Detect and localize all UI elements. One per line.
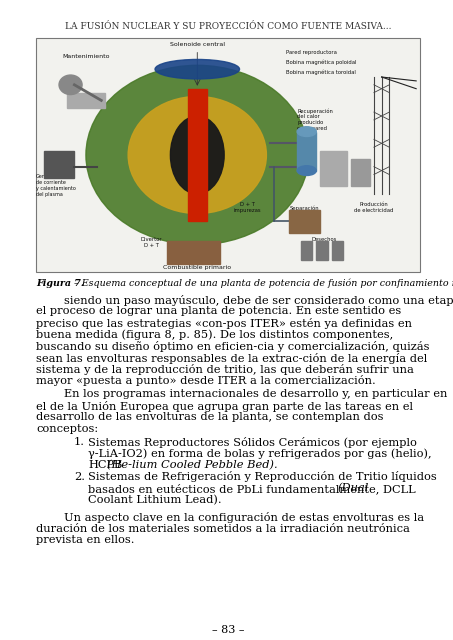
Text: Desechos: Desechos <box>311 237 337 242</box>
Text: Combustible primario: Combustible primario <box>163 265 231 270</box>
Text: Generación
de corriente
y calentamiento
del plasma: Generación de corriente y calentamiento … <box>36 175 76 197</box>
Text: prevista en ellos.: prevista en ellos. <box>36 535 135 545</box>
Bar <box>36 38 420 272</box>
Ellipse shape <box>297 166 316 175</box>
Text: mayor «puesta a punto» desde ITER a la comercialización.: mayor «puesta a punto» desde ITER a la c… <box>36 376 376 387</box>
Text: 1.: 1. <box>74 437 85 447</box>
Text: (Dual: (Dual <box>337 483 369 493</box>
Bar <box>301 241 313 260</box>
Ellipse shape <box>170 116 224 194</box>
Text: sistema y de la reproducción de tritio, las que deberán sufrir una: sistema y de la reproducción de tritio, … <box>36 364 414 375</box>
Text: (He-lium Cooled Pebble Bed).: (He-lium Cooled Pebble Bed). <box>107 460 278 470</box>
Bar <box>43 151 74 179</box>
Text: Un aspecto clave en la configuración de estas envolturas es la: Un aspecto clave en la configuración de … <box>64 512 424 523</box>
Text: Separación
istopóica: Separación istopóica <box>289 205 319 218</box>
Bar <box>67 93 105 108</box>
Bar <box>316 241 328 260</box>
Text: preciso que las estrategias «con-pos ITER» estén ya definidas en: preciso que las estrategias «con-pos ITE… <box>36 318 412 329</box>
Bar <box>167 241 220 264</box>
Bar <box>332 241 343 260</box>
Text: Bobina magnética poloidal: Bobina magnética poloidal <box>285 60 356 65</box>
Ellipse shape <box>297 127 316 136</box>
Text: γ-LiA-IO2) en forma de bolas y refrigerados por gas (helio),: γ-LiA-IO2) en forma de bolas y refrigera… <box>88 449 432 459</box>
Text: D + T
impurezas: D + T impurezas <box>233 202 261 212</box>
Text: Recuperación
del calor
producido
en la pared: Recuperación del calor producido en la p… <box>297 108 333 131</box>
Text: En los programas internacionales de desarrollo y, en particular en: En los programas internacionales de desa… <box>64 389 448 399</box>
Text: desarrollo de las envolturas de la planta, se contemplan dos: desarrollo de las envolturas de la plant… <box>36 412 384 422</box>
Text: sean las envolturas responsables de la extrac-ción de la energía del: sean las envolturas responsables de la e… <box>36 353 427 364</box>
Text: – 83 –: – 83 – <box>212 625 244 635</box>
Text: Divertor
D + T: Divertor D + T <box>140 237 162 248</box>
Text: Sistemas Reproductores Sólidos Cerámicos (por ejemplo: Sistemas Reproductores Sólidos Cerámicos… <box>88 437 417 448</box>
Text: Mantenimiento: Mantenimiento <box>62 54 110 59</box>
Bar <box>297 132 316 171</box>
Text: Sistemas de Refrigeración y Reproducción de Tritio líquidos: Sistemas de Refrigeración y Reproducción… <box>88 472 437 483</box>
Bar <box>188 89 207 221</box>
Text: el proceso de lograr una planta de potencia. En este sentido es: el proceso de lograr una planta de poten… <box>36 307 401 317</box>
Text: – Esquema conceptual de una planta de potencia de fusión por confinamiento magné: – Esquema conceptual de una planta de po… <box>74 279 453 289</box>
Text: LA FUSIÓN NUCLEAR Y SU PROYECCIÓN COMO FUENTE MASIVA...: LA FUSIÓN NUCLEAR Y SU PROYECCIÓN COMO F… <box>65 22 391 31</box>
Text: el de la Unión Europea que agrupa gran parte de las tareas en el: el de la Unión Europea que agrupa gran p… <box>36 401 413 412</box>
Text: buscando su diseño óptimo en eficien-cia y comercialización, quizás: buscando su diseño óptimo en eficien-cia… <box>36 341 429 352</box>
Text: Pared reproductora: Pared reproductora <box>285 50 337 54</box>
Text: basados en eutécticos de PbLi fundamentalmente, DCLL: basados en eutécticos de PbLi fundamenta… <box>88 483 415 494</box>
Text: siendo un paso mayúsculo, debe de ser considerado como una etapa en: siendo un paso mayúsculo, debe de ser co… <box>64 295 453 306</box>
Text: Producción
de electricidad: Producción de electricidad <box>354 202 394 212</box>
Text: Figura 7.: Figura 7. <box>36 279 84 288</box>
Bar <box>351 159 370 186</box>
Bar <box>320 151 347 186</box>
Text: buena medida (figura 8, p. 85). De los distintos componentes,: buena medida (figura 8, p. 85). De los d… <box>36 330 393 340</box>
Text: HCPB: HCPB <box>88 460 122 470</box>
Ellipse shape <box>86 65 308 244</box>
Ellipse shape <box>128 97 266 214</box>
Text: conceptos:: conceptos: <box>36 424 98 433</box>
Ellipse shape <box>59 75 82 95</box>
Ellipse shape <box>155 60 240 79</box>
Text: Bobina magnética toroidal: Bobina magnética toroidal <box>285 69 356 75</box>
Text: Solenoide central: Solenoide central <box>170 42 225 47</box>
Text: Coolant Lithium Lead).: Coolant Lithium Lead). <box>88 495 222 505</box>
Text: 2.: 2. <box>74 472 85 481</box>
Text: duración de los materiales sometidos a la irradiación neutrónica: duración de los materiales sometidos a l… <box>36 524 410 534</box>
Bar <box>289 210 320 233</box>
